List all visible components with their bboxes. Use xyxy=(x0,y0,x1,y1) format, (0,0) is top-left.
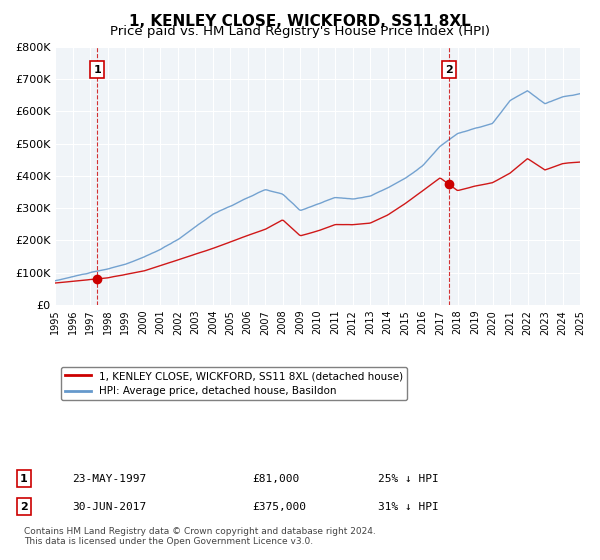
Text: 1: 1 xyxy=(20,474,28,484)
Text: 25% ↓ HPI: 25% ↓ HPI xyxy=(378,474,439,484)
Text: 1, KENLEY CLOSE, WICKFORD, SS11 8XL: 1, KENLEY CLOSE, WICKFORD, SS11 8XL xyxy=(129,14,471,29)
Text: Contains HM Land Registry data © Crown copyright and database right 2024.
This d: Contains HM Land Registry data © Crown c… xyxy=(24,526,376,546)
Text: 2: 2 xyxy=(20,502,28,512)
Text: £375,000: £375,000 xyxy=(252,502,306,512)
Text: 23-MAY-1997: 23-MAY-1997 xyxy=(72,474,146,484)
Text: 1: 1 xyxy=(93,64,101,74)
Legend: 1, KENLEY CLOSE, WICKFORD, SS11 8XL (detached house), HPI: Average price, detach: 1, KENLEY CLOSE, WICKFORD, SS11 8XL (det… xyxy=(61,367,407,400)
Text: 30-JUN-2017: 30-JUN-2017 xyxy=(72,502,146,512)
Text: 31% ↓ HPI: 31% ↓ HPI xyxy=(378,502,439,512)
Text: £81,000: £81,000 xyxy=(252,474,299,484)
Text: 2: 2 xyxy=(445,64,453,74)
Text: Price paid vs. HM Land Registry's House Price Index (HPI): Price paid vs. HM Land Registry's House … xyxy=(110,25,490,38)
